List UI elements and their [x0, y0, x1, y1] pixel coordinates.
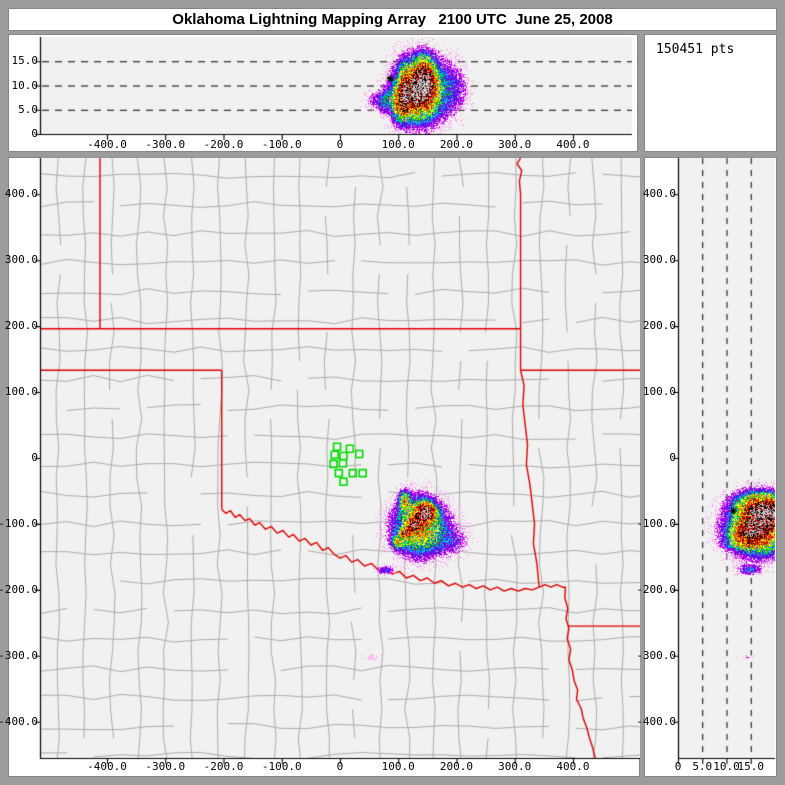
alt-ns-ytick-label: 400.0	[642, 187, 676, 201]
title-bar: Oklahoma Lightning Mapping Array 2100 UT…	[8, 8, 777, 31]
plan-ytick-label: -300.0	[0, 648, 38, 662]
points-count-panel: 150451 pts	[644, 34, 777, 152]
plan-ytick-label: 100.0	[4, 385, 38, 399]
alt-ew-xtick-label: 400.0	[556, 138, 590, 151]
plan-ytick-label: 400.0	[4, 187, 38, 201]
alt-ns-xtick-label: 10.0	[713, 760, 740, 773]
plan-view-map-panel	[8, 157, 640, 777]
alt-ns-xtick-label: 5.0	[692, 760, 713, 773]
points-count-label: 150451 pts	[656, 42, 735, 57]
alt-ew-ytick-label: 0	[31, 127, 38, 140]
plan-ytick-label: 200.0	[4, 319, 38, 333]
alt-ns-ytick-label: -300.0	[636, 648, 676, 662]
alt-ew-xtick-label: 200.0	[439, 138, 474, 151]
plan-xtick-label: -200.0	[203, 760, 244, 773]
alt-ns-ytick-label: 300.0	[642, 253, 676, 267]
plan-ytick-label: -100.0	[0, 516, 38, 530]
plan-ytick-label: -400.0	[0, 714, 38, 728]
alt-ns-ytick-label: 0	[669, 450, 676, 464]
plan-ytick-label: -200.0	[0, 582, 38, 596]
alt-ns-xtick-label: 15.0	[737, 760, 765, 773]
alt-ns-ytick-label: 200.0	[642, 319, 676, 333]
plan-view-map-canvas[interactable]	[8, 157, 640, 777]
alt-ew-ytick-label: 10.0	[11, 78, 39, 92]
plan-xtick-label: -400.0	[87, 760, 127, 773]
plan-xtick-label: -300.0	[145, 760, 186, 773]
plan-xtick-label: -100.0	[261, 760, 302, 773]
plan-xtick-label: 300.0	[498, 760, 532, 773]
alt-ew-cross-section-panel	[8, 34, 638, 152]
alt-ns-ytick-label: -200.0	[636, 582, 676, 596]
alt-ns-ytick-label: -100.0	[636, 516, 676, 530]
alt-ns-ytick-label: -400.0	[636, 714, 676, 728]
plan-ytick-label: 300.0	[4, 253, 38, 267]
alt-ns-ytick-label: 100.0	[642, 385, 676, 399]
plan-xtick-label: 400.0	[556, 760, 590, 773]
alt-ew-ytick-label: 5.0	[18, 102, 38, 116]
alt-ew-plot-canvas[interactable]	[8, 34, 638, 152]
alt-ew-xtick-label: -400.0	[87, 138, 127, 151]
alt-ns-xtick-label: 0	[674, 760, 682, 773]
plan-xtick-label: 0	[336, 760, 344, 773]
page-title: Oklahoma Lightning Mapping Array 2100 UT…	[172, 11, 613, 28]
plan-ytick-label: 0	[31, 450, 38, 464]
alt-ew-xtick-label: -200.0	[203, 138, 244, 151]
alt-ew-xtick-label: -300.0	[145, 138, 186, 151]
alt-ns-cross-section-panel	[644, 157, 777, 777]
plan-xtick-label: 100.0	[381, 760, 415, 773]
alt-ew-xtick-label: 100.0	[381, 138, 415, 151]
alt-ew-xtick-label: 0	[336, 138, 344, 151]
plan-xtick-label: 200.0	[439, 760, 474, 773]
alt-ew-xtick-label: 300.0	[498, 138, 532, 151]
alt-ns-plot-canvas[interactable]	[644, 157, 777, 777]
alt-ew-xtick-label: -100.0	[261, 138, 302, 151]
alt-ew-ytick-label: 15.0	[11, 54, 39, 68]
